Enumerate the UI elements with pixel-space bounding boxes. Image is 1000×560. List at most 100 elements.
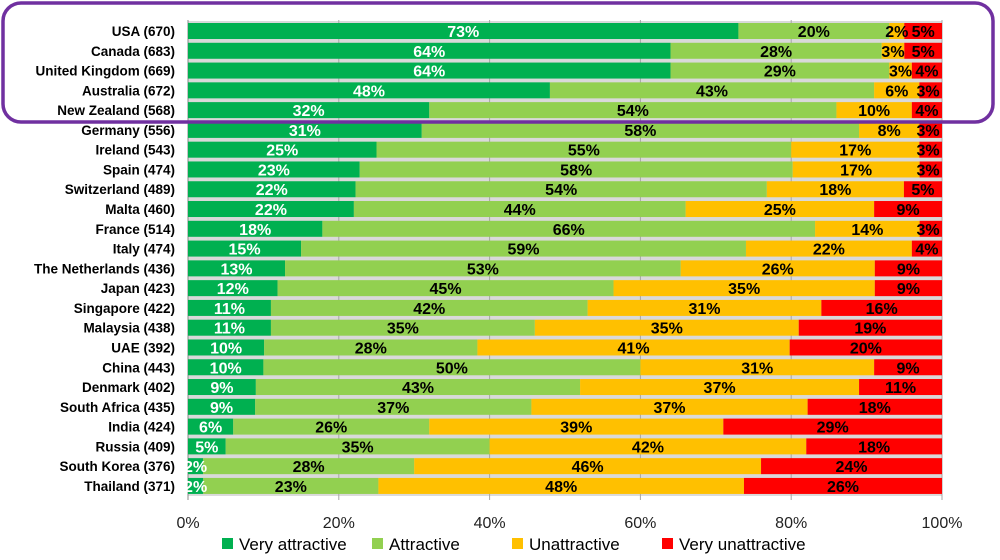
data-label: 31%	[289, 123, 321, 140]
bar-segment	[270, 299, 588, 316]
data-label: 3%	[916, 123, 939, 140]
data-label: 12%	[217, 281, 249, 298]
x-tick-label: 0%	[176, 515, 199, 532]
data-label: 9%	[897, 281, 920, 298]
bar-segment	[188, 458, 204, 475]
data-label: 19%	[854, 321, 886, 338]
category-label: France (514)	[95, 222, 175, 237]
category-label: China (443)	[102, 360, 175, 375]
data-label: 8%	[878, 123, 901, 140]
data-label: 37%	[704, 380, 736, 397]
category-label: South Africa (435)	[60, 400, 175, 415]
bar-segment	[188, 161, 360, 178]
bar-segment	[188, 240, 302, 257]
data-label: 4%	[915, 103, 938, 120]
bar-segment	[766, 181, 904, 198]
bar-segment	[889, 23, 905, 39]
bar-segment	[919, 141, 942, 158]
data-label: 32%	[293, 103, 325, 120]
data-label: 39%	[560, 420, 592, 437]
bar-segment	[203, 458, 415, 475]
category-label: Thailand (371)	[84, 479, 175, 494]
data-label: 42%	[413, 301, 445, 318]
bar-segment	[188, 181, 356, 198]
data-label: 35%	[342, 439, 374, 456]
bar-segment	[640, 359, 875, 376]
bar-segment	[429, 102, 837, 119]
data-label: 18%	[239, 222, 271, 239]
bar-segment	[285, 260, 681, 277]
data-label: 3%	[916, 162, 939, 179]
highlight-box	[1, 1, 995, 124]
category-label: UAE (392)	[111, 340, 175, 355]
data-label: 9%	[897, 261, 920, 278]
data-label: 20%	[850, 340, 882, 357]
bar-segment	[188, 82, 550, 99]
category-label: India (424)	[108, 420, 175, 435]
data-label: 3%	[916, 222, 939, 239]
bar-segment	[723, 418, 942, 435]
category-label: Australia (672)	[82, 83, 175, 98]
x-tick-label: 100%	[922, 515, 963, 532]
data-label: 54%	[617, 103, 649, 120]
category-label: Ireland (543)	[95, 143, 175, 158]
data-label: 58%	[560, 162, 592, 179]
data-label: 31%	[741, 360, 773, 377]
legend-label: Very unattractive	[679, 535, 806, 554]
bar-segment	[225, 438, 490, 455]
bar-segment	[919, 161, 942, 178]
bar-segment	[429, 418, 724, 435]
data-label: 64%	[413, 44, 445, 61]
bar-segment	[188, 280, 278, 297]
category-label: Switzerland (489)	[65, 182, 175, 197]
bar-segment	[277, 280, 614, 297]
data-label: 10%	[858, 103, 890, 120]
bar-segment	[874, 82, 920, 99]
category-label: USA (670)	[112, 24, 175, 39]
data-label: 59%	[508, 242, 540, 259]
bar-segment	[680, 260, 875, 277]
data-label: 4%	[915, 242, 938, 259]
data-label: 4%	[915, 64, 938, 81]
data-label: 46%	[572, 459, 604, 476]
bar-segment	[188, 121, 422, 138]
bar-segment	[911, 240, 942, 257]
data-label: 16%	[866, 301, 898, 318]
data-label: 9%	[897, 360, 920, 377]
category-label: Malta (460)	[105, 202, 175, 217]
bar-segment	[477, 339, 790, 356]
bar-segment	[549, 82, 875, 99]
data-label: 31%	[688, 301, 720, 318]
data-label: 37%	[653, 400, 685, 417]
data-label: 20%	[798, 24, 830, 41]
data-label: 18%	[819, 182, 851, 199]
data-label: 35%	[728, 281, 760, 298]
data-label: 18%	[859, 400, 891, 417]
bar-segment	[359, 161, 793, 178]
data-label: 13%	[221, 261, 253, 278]
bar-segment	[587, 299, 822, 316]
bar-segment	[889, 62, 912, 79]
bar-segment	[188, 102, 430, 119]
data-label: 10%	[210, 340, 242, 357]
data-label: 26%	[762, 261, 794, 278]
data-label: 24%	[836, 459, 868, 476]
bar-segment	[188, 319, 271, 336]
bar-segment	[188, 418, 234, 435]
data-label: 18%	[858, 439, 890, 456]
bar-segment	[798, 319, 942, 336]
data-label: 9%	[897, 202, 920, 219]
data-label: 37%	[377, 400, 409, 417]
bar-segment	[874, 201, 942, 218]
data-label: 22%	[256, 182, 288, 199]
data-label: 43%	[402, 380, 434, 397]
x-tick-label: 60%	[624, 515, 656, 532]
legend-swatch	[662, 538, 673, 549]
data-label: 29%	[817, 420, 849, 437]
bar-segment	[815, 220, 920, 237]
bar-segment	[188, 23, 739, 39]
data-label: 48%	[353, 83, 385, 100]
data-label: 17%	[840, 162, 872, 179]
data-label: 6%	[885, 83, 908, 100]
data-label: 45%	[430, 281, 462, 298]
